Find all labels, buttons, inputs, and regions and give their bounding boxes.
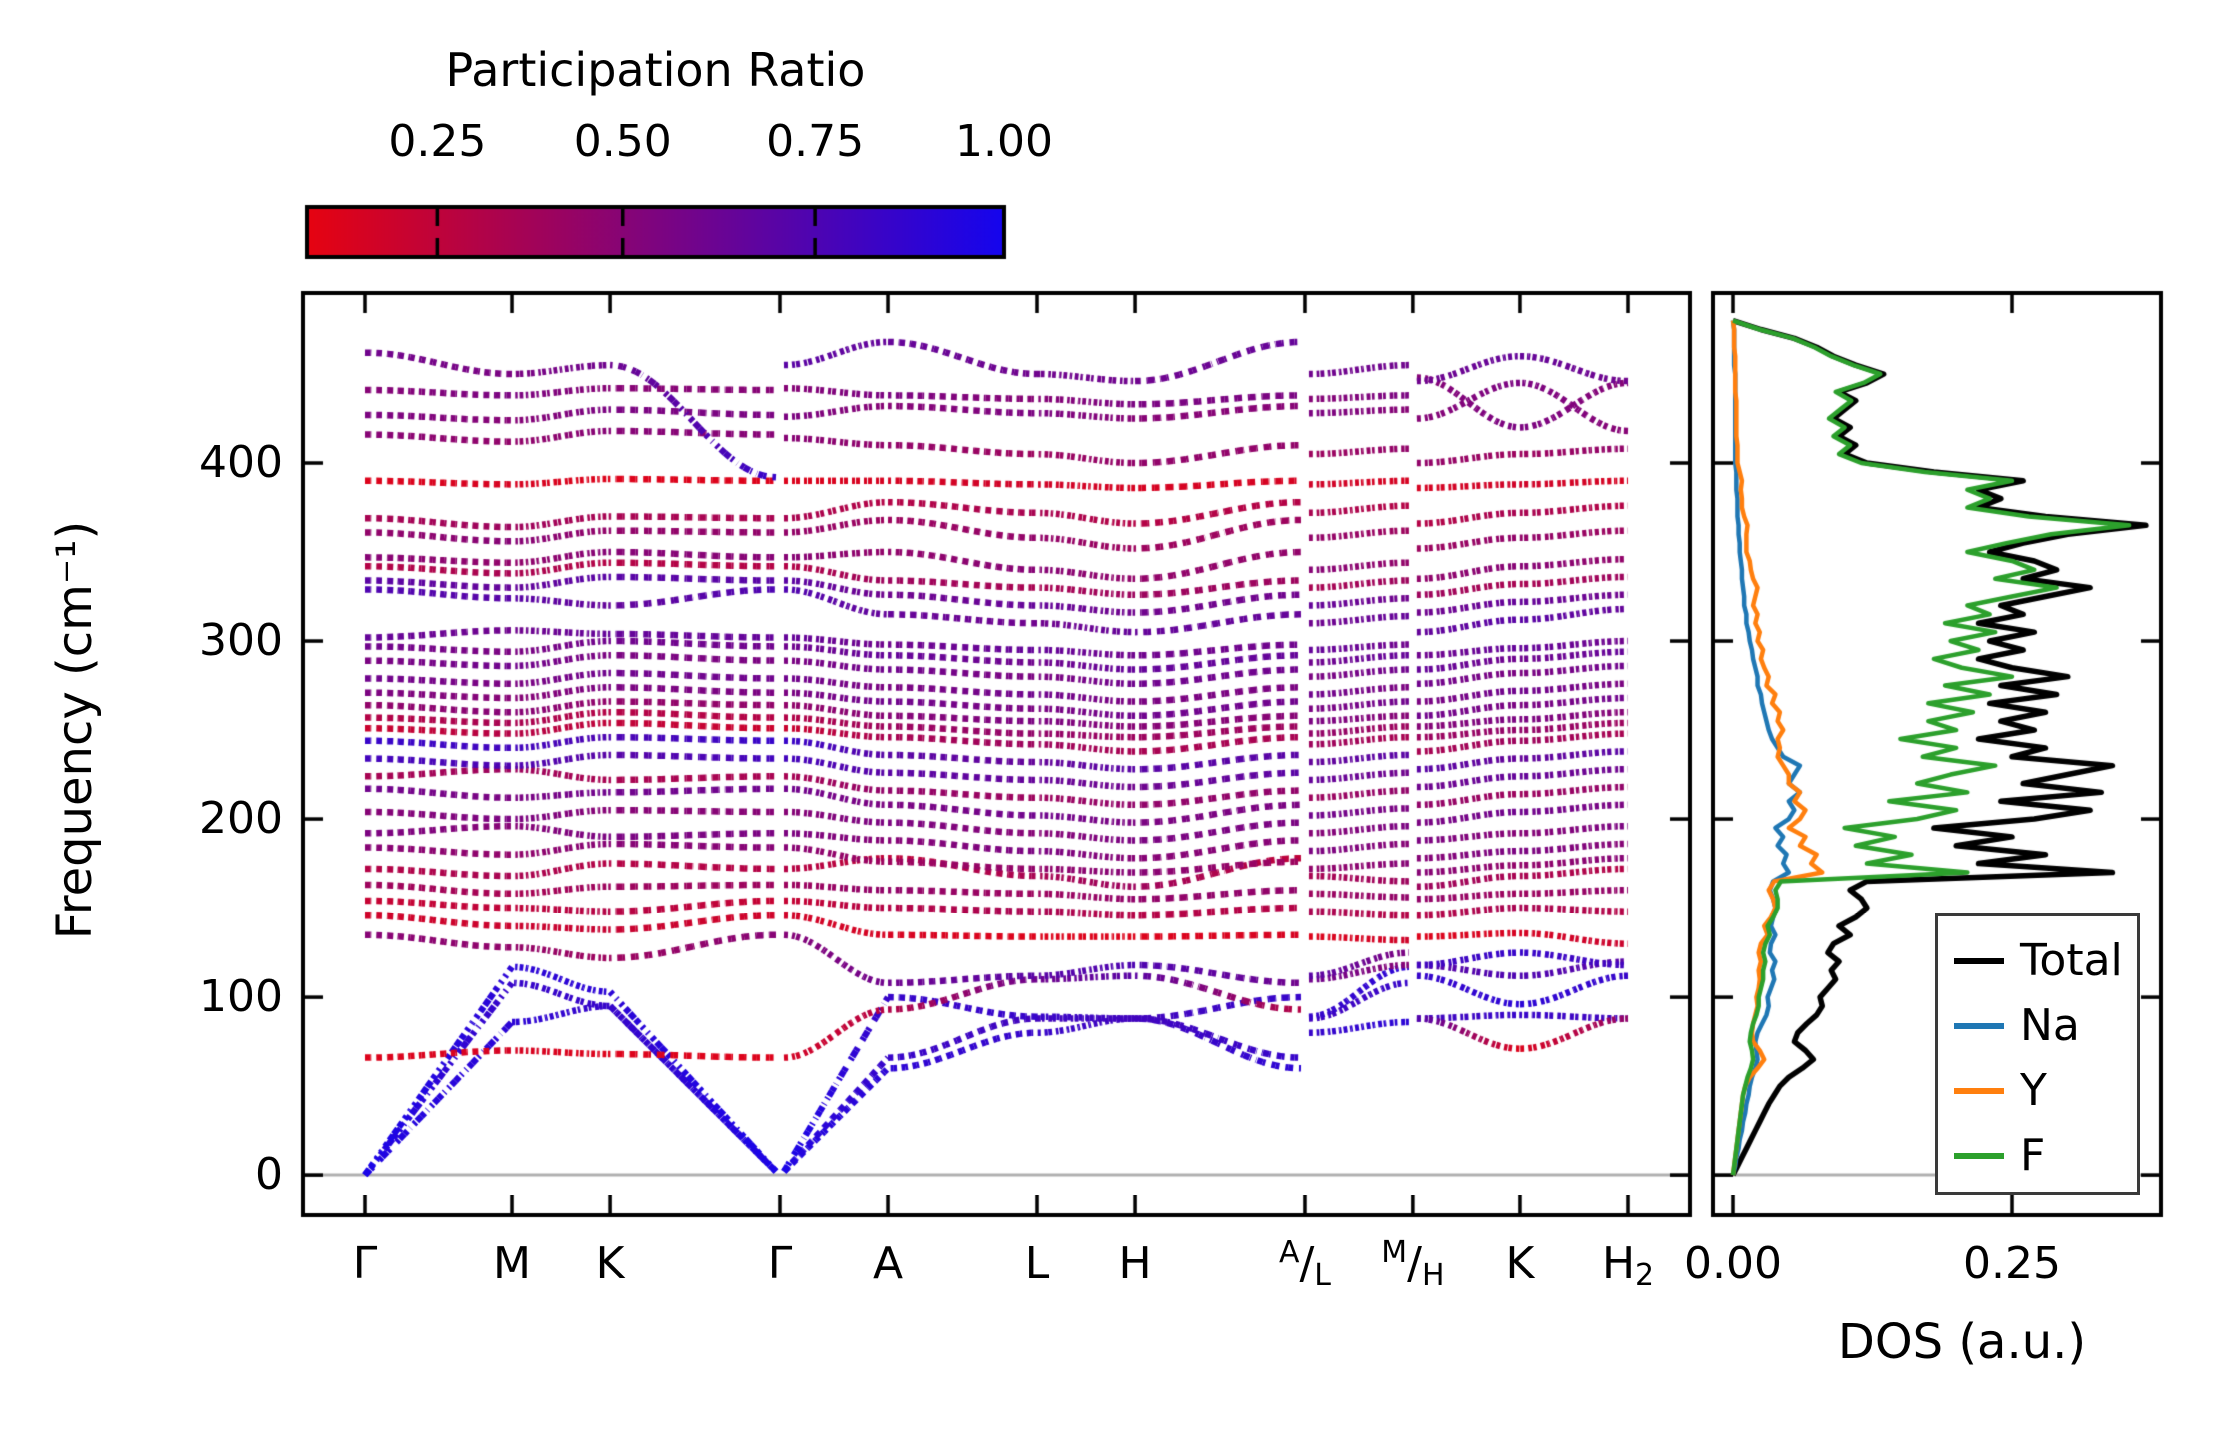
kpoint-label: K [595,1238,625,1289]
kpoint-label: L [1024,1238,1050,1289]
colorbar-tick-label: 0.75 [766,116,865,167]
kpoint-label: Γ [352,1238,378,1289]
kpoint-label: A/L [1278,1234,1331,1294]
dos-tick-label: 0.00 [1684,1238,1782,1289]
dos-legend: Total Na Y F [1935,913,2140,1195]
colorbar-title: Participation Ratio [445,43,866,97]
legend-label: Total [2020,935,2123,986]
kpoint-label: Γ [767,1238,793,1289]
na-line-swatch [1954,1023,2004,1029]
legend-label: F [2020,1130,2046,1181]
dos-tick-label: 0.25 [1963,1238,2061,1289]
y-tick-label: 200 [199,793,283,845]
colorbar-tick-label: 1.00 [955,116,1053,167]
y-tick-label: 100 [199,971,283,1023]
legend-item-y: Y [1954,1066,2047,1116]
kpoint-label: H [1118,1238,1152,1289]
kpoint-label: M/H [1381,1234,1445,1294]
legend-item-f: F [1954,1131,2045,1181]
y-line-swatch [1954,1088,2004,1094]
kpoint-label: M [493,1238,531,1289]
y-axis-label: Frequency (cm⁻¹) [47,520,103,940]
f-line-swatch [1954,1153,2004,1159]
y-tick-label: 0 [255,1149,283,1201]
y-tick-label: 400 [199,437,283,488]
legend-label: Na [2020,1000,2080,1051]
dos-axis-label: DOS (a.u.) [1837,1314,2087,1370]
kpoint-label: A [872,1238,904,1289]
colorbar-tick-label: 0.50 [573,116,672,167]
colorbar-tick-label: 0.25 [388,116,487,167]
kpoint-label: H2 [1601,1238,1655,1294]
legend-label: Y [2020,1065,2047,1116]
legend-item-total: Total [1954,936,2123,986]
total-line-swatch [1954,958,2004,964]
kpoint-label: K [1505,1238,1535,1289]
y-tick-label: 300 [199,615,283,667]
legend-item-na: Na [1954,1001,2080,1051]
